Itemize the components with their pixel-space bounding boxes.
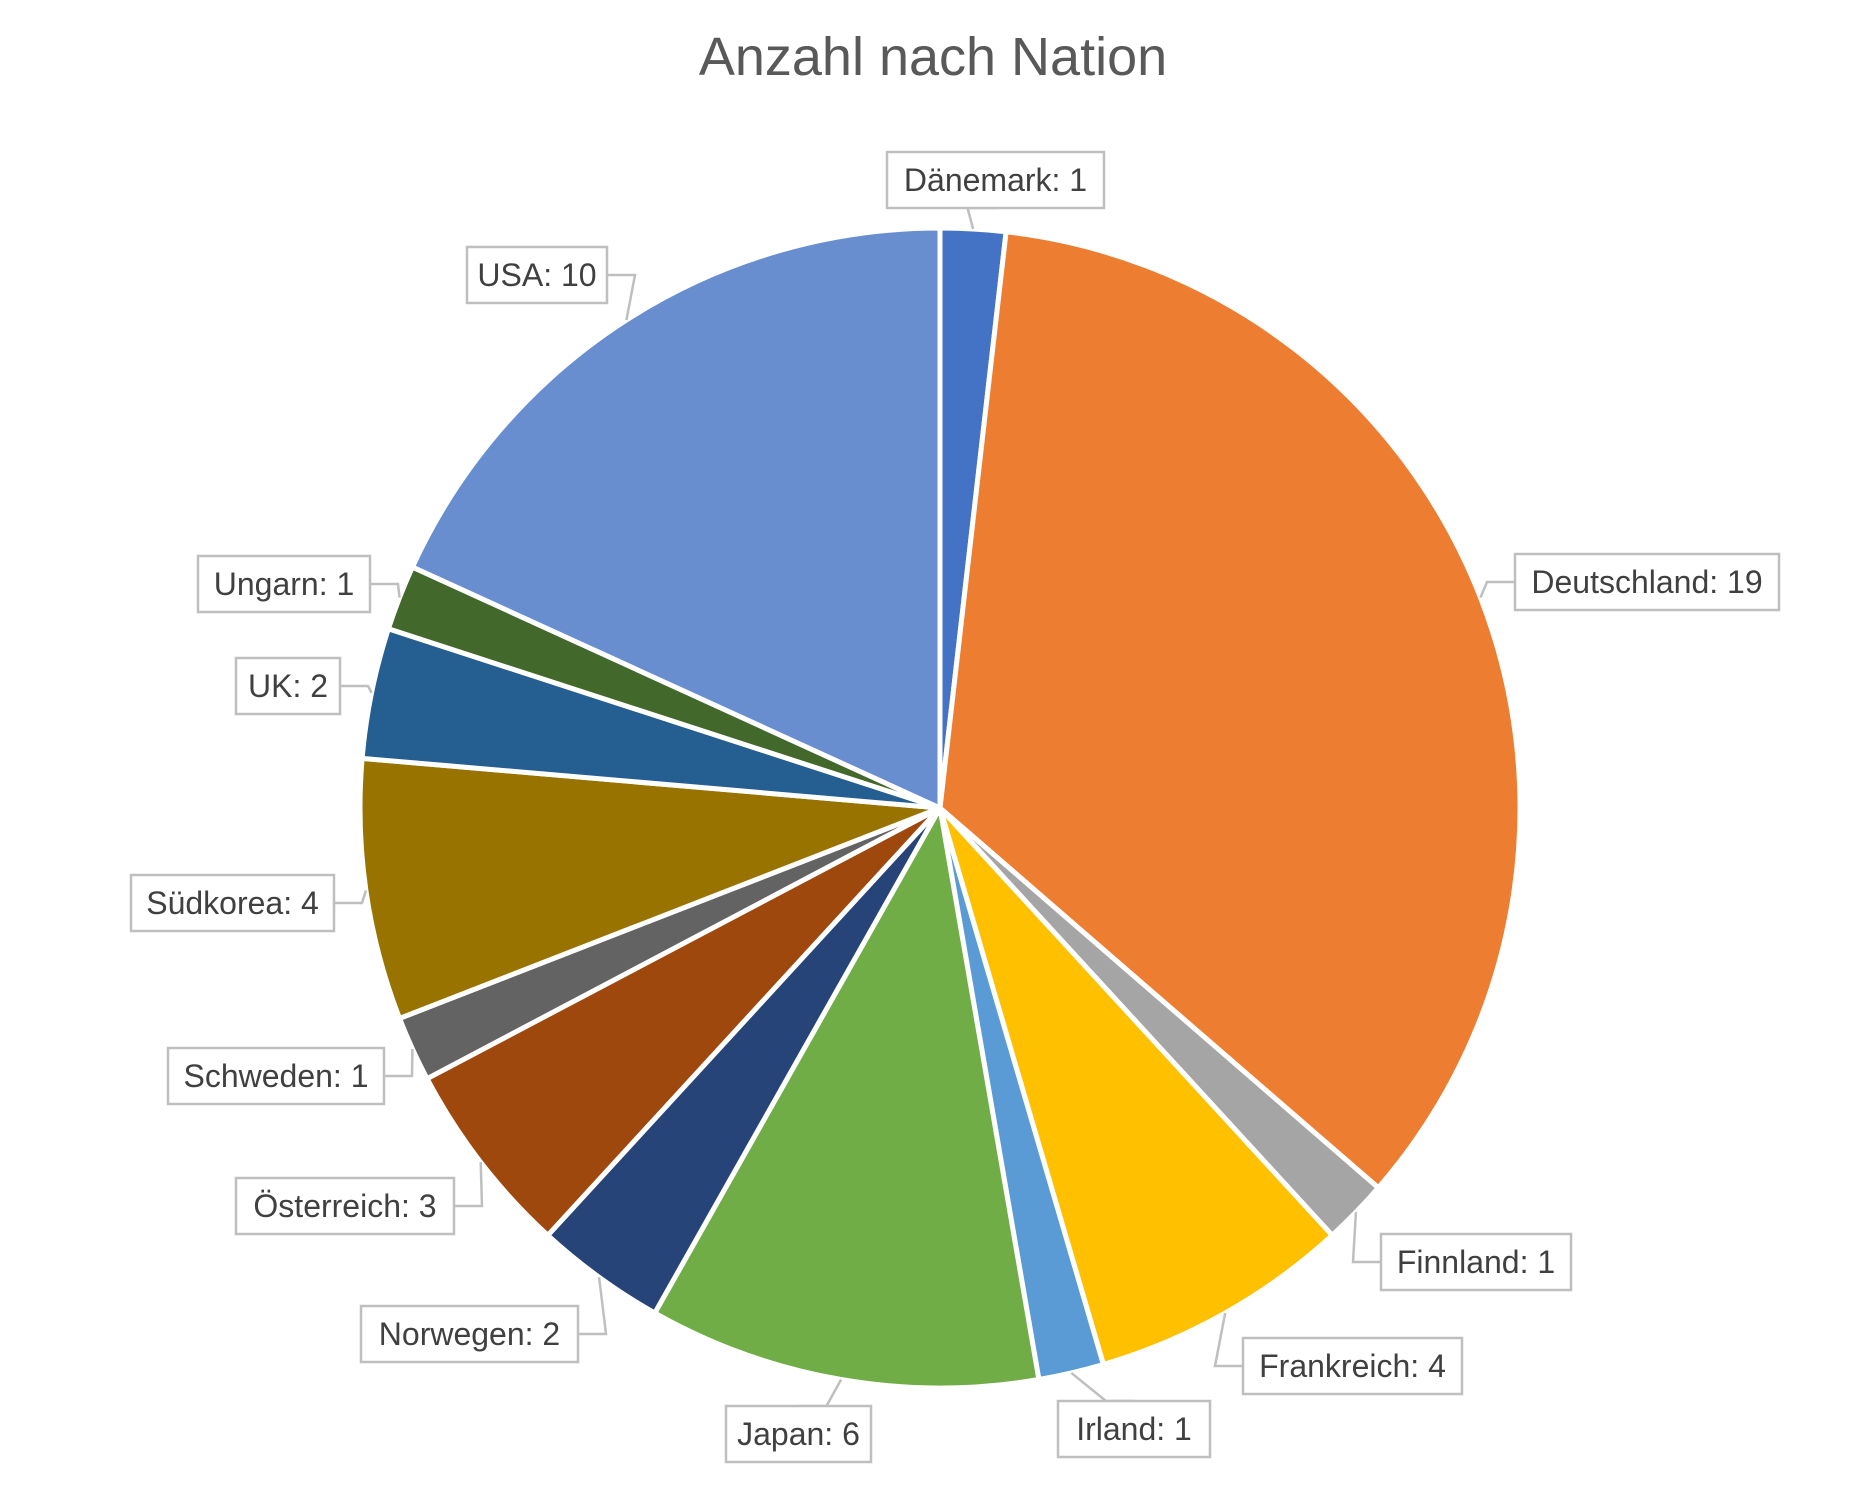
data-label-box-usa [465, 245, 609, 305]
data-label-box-schweden [166, 1046, 386, 1106]
leader-line-suedkorea [334, 890, 368, 905]
leader-line-norwegen [578, 1277, 608, 1336]
data-label-ungarn: Ungarn: 1 [214, 566, 355, 602]
chart-title: Anzahl nach Nation [698, 27, 1168, 87]
data-label-box-finnland [1379, 1232, 1573, 1292]
leader-line-finnland [1351, 1212, 1381, 1264]
data-label-uk: UK: 2 [248, 668, 328, 704]
leader-line-frankreich [1213, 1312, 1243, 1368]
data-label-daenemark: Dänemark: 1 [904, 162, 1087, 198]
pie-slices [357, 225, 1523, 1391]
data-label-frankreich: Frankreich: 4 [1259, 1348, 1446, 1384]
leader-line-ungarn [370, 582, 401, 598]
data-label-box-ungarn [196, 554, 372, 614]
leader-line-deutschland [1479, 580, 1515, 599]
data-label-norwegen: Norwegen: 2 [379, 1316, 560, 1352]
data-label-suedkorea: Südkorea: 4 [146, 885, 319, 921]
data-label-box-deutschland [1513, 552, 1781, 612]
data-label-box-irland [1056, 1399, 1212, 1459]
leader-line-daenemark [965, 206, 996, 230]
data-label-box-suedkorea [129, 873, 336, 933]
leader-line-usa [607, 273, 637, 321]
leader-line-irland [1070, 1371, 1134, 1403]
leader-line-schweden [384, 1048, 414, 1078]
pie-slice-deutschland [937, 229, 1523, 1191]
data-label-box-oesterreich [234, 1176, 456, 1236]
data-label-box-uk [234, 656, 342, 716]
data-labels: Dänemark: 1 Deutschland: 19 Finnland: 1 Fra… [129, 150, 1781, 1464]
data-label-box-frankreich [1241, 1336, 1464, 1396]
leader-line-uk [340, 684, 373, 694]
data-label-oesterreich: Österreich: 3 [253, 1188, 436, 1224]
leader-line-oesterreich [454, 1162, 484, 1208]
data-label-deutschland: Deutschland: 19 [1531, 564, 1762, 600]
data-label-usa: USA: 10 [477, 257, 596, 293]
leader-line-japan [798, 1378, 843, 1408]
data-label-irland: Irland: 1 [1076, 1411, 1192, 1447]
data-label-finnland: Finnland: 1 [1397, 1244, 1555, 1280]
data-label-schweden: Schweden: 1 [183, 1058, 368, 1094]
data-label-box-japan [724, 1404, 873, 1464]
data-label-box-norwegen [359, 1304, 580, 1364]
data-label-box-daenemark [885, 150, 1106, 210]
data-label-japan: Japan: 6 [737, 1416, 860, 1452]
